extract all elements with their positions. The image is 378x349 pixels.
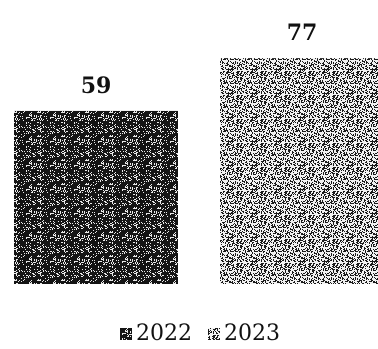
bar-2022 [14, 110, 178, 284]
data-labels-layer: 59 77 [81, 20, 318, 99]
bar-2023 [220, 58, 378, 285]
data-label-2023: 77 [287, 20, 318, 46]
legend: 2022 2023 [120, 321, 280, 346]
data-label-2022: 59 [81, 73, 112, 99]
legend-label-2023: 2023 [224, 321, 280, 346]
bars-layer [14, 58, 378, 285]
legend-swatch-2022 [120, 328, 132, 340]
legend-swatch-2023 [208, 328, 220, 340]
legend-label-2022: 2022 [136, 321, 192, 346]
